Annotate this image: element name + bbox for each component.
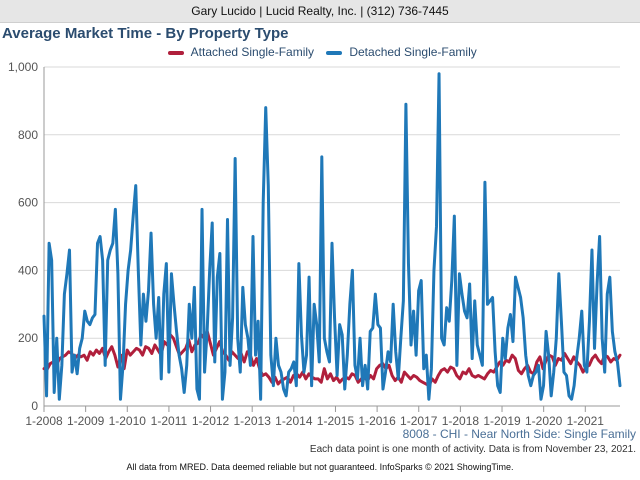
data-note: Each data point is one month of activity… — [309, 444, 636, 455]
y-tick-label: 400 — [18, 263, 38, 277]
y-tick-label: 800 — [18, 128, 38, 142]
legend-item-detached[interactable]: Detached Single-Family — [326, 45, 477, 59]
x-tick-label: 1-2010 — [109, 414, 147, 428]
x-tick-label: 1-2016 — [358, 414, 396, 428]
series-line-attached — [42, 329, 622, 388]
chart-subtitle: 8008 - CHI - Near North Side: Single Fam… — [402, 427, 636, 441]
x-tick-label: 1-2013 — [234, 414, 272, 428]
x-tick-label: 1-2017 — [400, 414, 438, 428]
series-line-detached — [42, 72, 622, 401]
legend: Attached Single-Family Detached Single-F… — [0, 45, 640, 63]
y-tick-label: 0 — [31, 399, 38, 413]
x-tick-label: 1-2015 — [317, 414, 355, 428]
x-tick-label: 1-2009 — [67, 414, 105, 428]
x-tick-label: 1-2011 — [151, 414, 188, 428]
legend-label-attached: Attached Single-Family — [190, 45, 315, 59]
y-tick-label: 200 — [18, 331, 38, 345]
legend-swatch-detached — [326, 50, 342, 55]
x-tick-label: 1-2018 — [442, 414, 480, 428]
legend-label-detached: Detached Single-Family — [349, 45, 477, 59]
y-tick-label: 1,000 — [8, 60, 38, 74]
footer-text: All data from MRED. Data deemed reliable… — [126, 462, 514, 472]
x-tick-label: 1-2020 — [525, 414, 563, 428]
x-tick-label: 1-2021 — [567, 414, 605, 428]
x-tick-label: 1-2014 — [275, 414, 313, 428]
chart-title: Average Market Time - By Property Type — [2, 25, 289, 42]
axis-layer: 0 200 400 600 800 1,000 1-2008 1-2009 1-2010 1-20… — [8, 60, 620, 428]
series-layer — [42, 72, 622, 401]
y-tick-label: 600 — [18, 196, 38, 210]
legend-swatch-attached — [168, 50, 184, 55]
legend-item-attached[interactable]: Attached Single-Family — [168, 45, 314, 59]
header-text: Gary Lucido | Lucid Realty, Inc. | (312)… — [191, 4, 449, 18]
x-tick-label: 1-2012 — [192, 414, 230, 428]
x-tick-label: 1-2019 — [483, 414, 521, 428]
header-bar: Gary Lucido | Lucid Realty, Inc. | (312)… — [0, 0, 640, 23]
x-tick-label: 1-2008 — [25, 414, 63, 428]
